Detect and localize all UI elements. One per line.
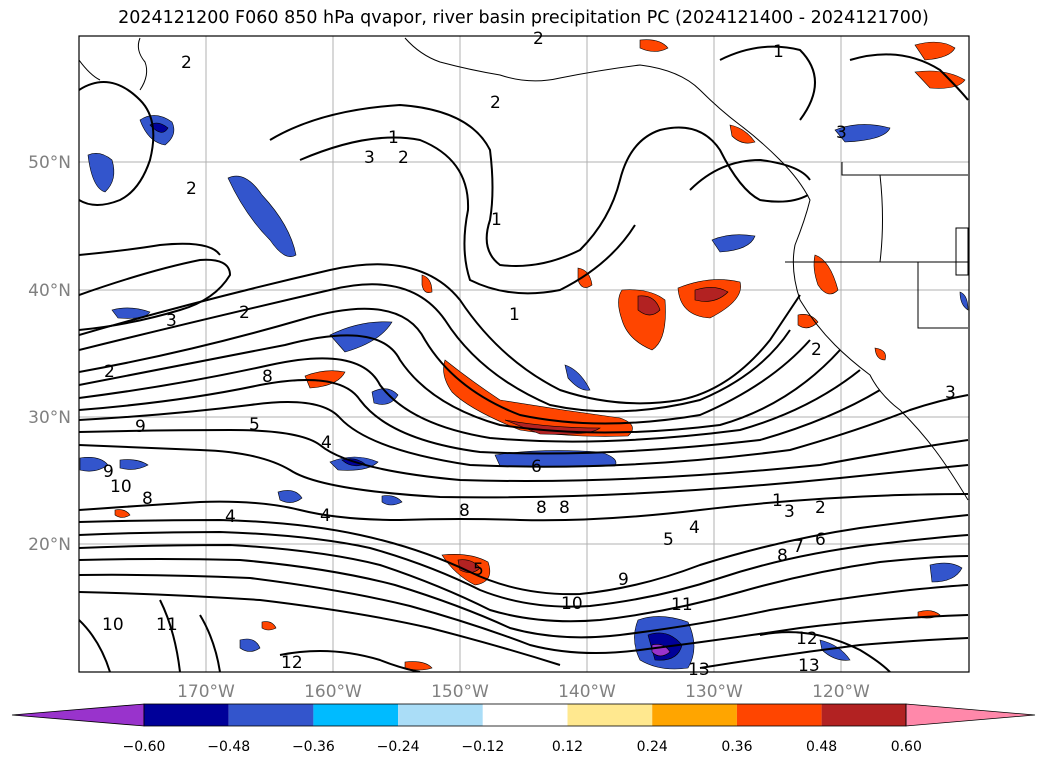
contour-label: 9	[103, 462, 114, 482]
contour-label: 8	[459, 501, 470, 521]
contour-label: 7	[793, 537, 804, 557]
contour-label: 5	[249, 415, 260, 435]
lat-label-30n: 30°N	[28, 408, 71, 428]
contour-label: 11	[156, 615, 178, 635]
contour-label: 2	[239, 303, 250, 323]
contour-label: 8	[536, 498, 547, 518]
contour-label: 1	[773, 42, 784, 62]
colorbar-tick-label: −0.24	[377, 739, 420, 755]
colorbar-tick-label: 0.24	[637, 739, 668, 755]
map-title: 2024121200 F060 850 hPa qvapor, river ba…	[118, 8, 929, 28]
colorbar-segment	[398, 704, 483, 726]
contour-label: 13	[688, 660, 710, 680]
contour-label: 4	[320, 506, 331, 526]
contour-label: 8	[142, 489, 153, 509]
contour-label: 13	[798, 656, 820, 676]
lon-label-120w: 120°W	[812, 682, 870, 702]
colorbar-tick-label: −0.12	[461, 739, 504, 755]
contour-label: 3	[945, 383, 956, 403]
contour-label: 2	[533, 29, 544, 49]
colorbar-segment	[228, 704, 314, 726]
contour-label: 1	[772, 491, 783, 511]
contour-label: 1	[388, 128, 399, 148]
contour-label: 5	[473, 560, 484, 580]
contour-label: 8	[559, 498, 570, 518]
contour-label: 4	[689, 518, 700, 538]
colorbar-segment	[821, 704, 907, 726]
contour-label: 2	[815, 498, 826, 518]
contour-label: 1	[509, 305, 520, 325]
colorbar-tick-label: 0.36	[721, 739, 752, 755]
contour-label: 2	[811, 340, 822, 360]
contour-label: 10	[561, 594, 583, 614]
contour-label: 6	[815, 530, 826, 550]
colorbar-tick-label: 0.60	[891, 739, 922, 755]
colorbar-segment	[567, 704, 653, 726]
colorbar-tick-label: −0.36	[292, 739, 335, 755]
colorbar-tick-label: −0.60	[123, 739, 166, 755]
contour-label: 2	[181, 53, 192, 73]
contour-label: 9	[618, 570, 629, 590]
lon-label-140w: 140°W	[558, 682, 616, 702]
lat-label-40n: 40°N	[28, 281, 71, 301]
contour-label: 8	[262, 367, 273, 387]
contour-label: 6	[531, 457, 542, 477]
contour-label: 2	[398, 148, 409, 168]
colorbar-frame	[143, 703, 907, 727]
colorbar-segment	[482, 704, 568, 726]
latitude-labels: 50°N 40°N 30°N 20°N	[28, 153, 71, 555]
longitude-labels: 170°W 160°W 150°W 140°W 130°W 120°W	[177, 682, 870, 702]
colorbar-segment	[144, 704, 229, 726]
lon-label-160w: 160°W	[304, 682, 362, 702]
contour-label: 8	[777, 546, 788, 566]
colorbar-extend-low	[11, 703, 145, 727]
contour-label: 3	[166, 311, 177, 331]
lat-label-50n: 50°N	[28, 153, 71, 173]
colorbar-segment	[736, 704, 822, 726]
contour-label: 10	[110, 477, 132, 497]
contour-label: 1	[491, 210, 502, 230]
contour-label: 5	[663, 530, 674, 550]
lat-label-20n: 20°N	[28, 535, 71, 555]
lon-label-130w: 130°W	[685, 682, 743, 702]
contour-label: 3	[364, 148, 375, 168]
qvapor-contours	[79, 45, 969, 672]
contour-label: 2	[490, 93, 501, 113]
contour-labels: 2 1 2 2 3 2 2 1 3 2 1 1 3 2 8 9 9 10 8 5…	[102, 29, 956, 680]
negative-precip-areas	[79, 115, 969, 670]
contour-label: 2	[186, 179, 197, 199]
contour-label: 4	[225, 507, 236, 527]
contour-label: 4	[321, 433, 332, 453]
colorbar-tick-label: 0.12	[552, 739, 583, 755]
colorbar-extend-high	[905, 703, 1036, 727]
colorbar-segment	[652, 704, 737, 726]
contour-label: 10	[102, 615, 124, 635]
coastlines	[79, 37, 969, 501]
colorbar-segment	[313, 704, 399, 726]
contour-label: 12	[796, 629, 818, 649]
colorbar-tick-label: −0.48	[207, 739, 250, 755]
contour-label: 2	[104, 362, 115, 382]
map-frame	[78, 35, 970, 673]
colorbar: −0.60 −0.48 −0.36 −0.24 −0.12 0.12 0.24 …	[11, 703, 1036, 755]
lon-label-150w: 150°W	[431, 682, 489, 702]
contour-label: 12	[281, 653, 303, 673]
colorbar-tick-label: 0.48	[806, 739, 837, 755]
contour-label: 9	[135, 417, 146, 437]
contour-label: 3	[784, 502, 795, 522]
lon-label-170w: 170°W	[177, 682, 235, 702]
contour-label: 11	[671, 595, 693, 615]
contour-label: 3	[836, 123, 847, 143]
